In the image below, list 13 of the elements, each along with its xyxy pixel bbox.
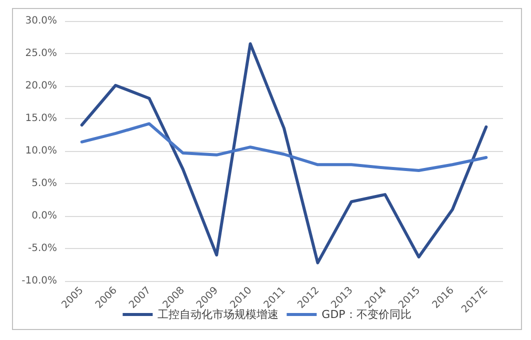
y-tick-label: -5.0% (28, 243, 57, 254)
legend-label: GDP：不变价同比 (322, 308, 412, 321)
y-tick-label: 10.0% (25, 146, 57, 156)
line-series (80, 122, 488, 172)
y-tick-label: 5.0% (32, 178, 57, 189)
y-tick-label: 25.0% (25, 48, 57, 59)
y-tick-label: 20.0% (25, 80, 57, 92)
y-tick-label: 30.0% (25, 16, 57, 26)
legend-label: 工控自动化市场规模增速 (158, 308, 279, 321)
y-tick-label: -10.0% (22, 276, 57, 286)
line-series (80, 42, 488, 264)
y-tick-label: 15.0% (25, 113, 57, 124)
y-tick-label: 0.0% (32, 210, 57, 222)
